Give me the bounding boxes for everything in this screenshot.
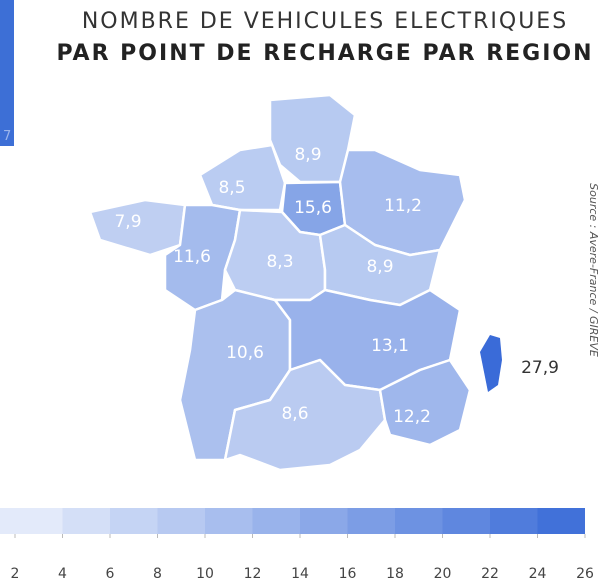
legend-tick-label: 26	[576, 566, 594, 582]
legend-swatch	[490, 508, 538, 534]
regions	[88, 93, 502, 472]
legend-swatch	[347, 508, 395, 534]
legend-tick-label: 4	[58, 566, 67, 582]
region	[378, 358, 472, 447]
legend-swatch	[62, 508, 110, 534]
source: Source : Avere-France / GIREVE	[587, 183, 600, 357]
legend-tick-label: 10	[196, 566, 214, 582]
legend-swatch	[157, 508, 205, 534]
region-label: 8,9	[294, 145, 321, 165]
region-label: 12,2	[393, 407, 431, 427]
region-label: 27,9	[521, 358, 559, 378]
legend-tick-label: 18	[386, 566, 404, 582]
region-label: 11,2	[384, 196, 422, 216]
legend-swatch	[442, 508, 490, 534]
region-label: 13,1	[371, 336, 409, 356]
region-label: 7,9	[114, 212, 141, 232]
legend-tick-label: 2	[11, 566, 20, 582]
legend-tick-label: 12	[244, 566, 262, 582]
legend-tick-label: 14	[291, 566, 309, 582]
legend-swatch	[395, 508, 443, 534]
title-line2: PAR POINT DE RECHARGE PAR REGION	[56, 41, 593, 66]
region-label: 8,3	[266, 252, 293, 272]
legend-swatch	[252, 508, 300, 534]
region-label: 11,6	[173, 247, 211, 267]
title-line1: NOMBRE DE VEHICULES ELECTRIQUES	[82, 9, 568, 34]
region	[480, 335, 502, 392]
region-label: 10,6	[226, 343, 264, 363]
legend-swatch	[300, 508, 348, 534]
legend-swatch	[537, 508, 585, 534]
legend: 2 4 6 8 10 12 14 16 18 20 22 24 26	[0, 508, 594, 582]
region-label: 8,5	[218, 178, 245, 198]
legend-tick-label: 6	[106, 566, 115, 582]
corner-panel	[0, 0, 14, 146]
corner-label: 7	[3, 129, 11, 144]
legend-tick-label: 22	[481, 566, 499, 582]
legend-tick-label: 20	[434, 566, 452, 582]
legend-swatch	[205, 508, 253, 534]
legend-swatch	[0, 508, 63, 534]
legend-swatch	[110, 508, 158, 534]
legend-tick-label: 16	[339, 566, 357, 582]
region-label: 8,6	[281, 404, 308, 424]
region-label: 15,6	[294, 198, 332, 218]
legend-tick-label: 8	[153, 566, 162, 582]
legend-tick-label: 24	[529, 566, 547, 582]
region-label: 8,9	[366, 257, 393, 277]
